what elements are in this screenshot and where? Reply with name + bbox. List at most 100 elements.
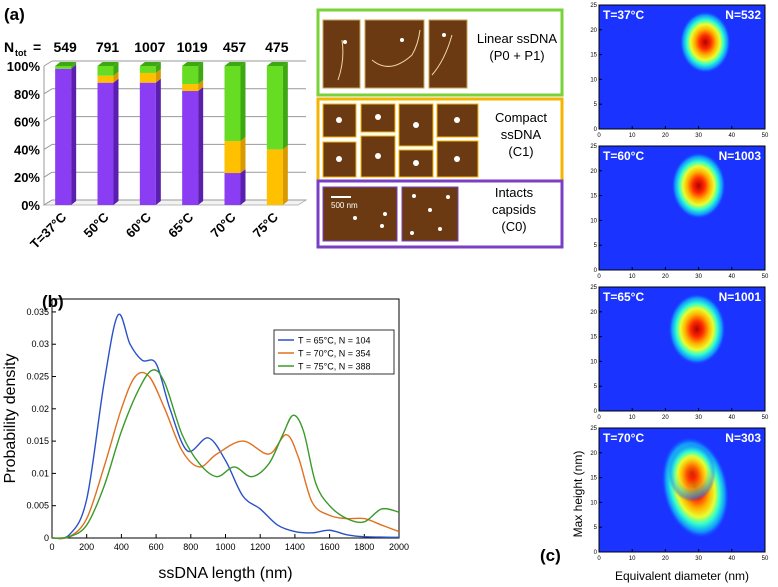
legend-capsid-line3: (C0) (501, 219, 526, 234)
grid-diag (43, 171, 53, 178)
legend-compact-line2: ssDNA (501, 127, 542, 142)
bar-top (97, 62, 119, 66)
y-tick-label: 15 (590, 53, 597, 59)
y-tick-label: 10 (590, 500, 597, 506)
y-tick-label: 0.005 (26, 501, 49, 511)
heatmap-n-label: N=1003 (719, 149, 762, 163)
heatmap-n-label: N=303 (725, 431, 761, 445)
legend-entry: T = 65°C, N = 104 (298, 336, 370, 346)
bar-segment (97, 82, 114, 205)
x-tick-label: 40 (728, 415, 735, 421)
x-tick-label: 800 (183, 542, 198, 552)
bar-segment (182, 84, 199, 92)
y-tick-label: 20% (14, 170, 40, 185)
bar-top (266, 62, 288, 66)
legend-linear-line1: Linear ssDNA (477, 31, 558, 46)
ntot-value: 1019 (177, 39, 208, 55)
legend-compact-box: Compact ssDNA (C1) (316, 97, 564, 184)
x-tick-label: 50 (762, 415, 769, 421)
series-line (51, 369, 400, 539)
x-tick-label: 0 (49, 542, 54, 552)
panel-label-a: (a) (4, 5, 25, 24)
y-tick-label: 15 (590, 335, 597, 341)
bar-segment (224, 66, 241, 142)
ntot-label: N (4, 39, 14, 55)
bar-segment (97, 75, 114, 83)
x-tick-label: 2000 (389, 542, 409, 552)
x-tick-label: 20 (662, 133, 669, 139)
x-tick-label: 1400 (285, 542, 305, 552)
bar-segment (55, 68, 72, 205)
heatmap-background (599, 5, 765, 129)
x-tick-label: T=37°C (27, 209, 70, 252)
x-tick-label: 1200 (250, 542, 270, 552)
heatmap-frame (598, 4, 766, 130)
bar-segment (182, 66, 199, 85)
ntot-row-label: N tot = (4, 39, 41, 58)
x-tick-label: 10 (629, 415, 636, 421)
legend-capsid-line1: Intacts (495, 185, 534, 200)
bar-side (155, 68, 161, 83)
y-tick-label: 0 (594, 409, 598, 415)
line-chart: 0 200 400 600 800 1000 1200 1400 1600 1800 2000 0 0.… (2, 298, 409, 582)
x-tick-label: 0 (597, 415, 601, 421)
x-tick-label: 40 (728, 274, 735, 280)
bar-segment (55, 66, 72, 69)
grid-diag (43, 143, 53, 150)
grid-diag (43, 60, 53, 67)
x-axis-label: ssDNA length (nm) (158, 565, 292, 582)
y-tick-label: 10 (590, 77, 597, 83)
grid-diag (43, 199, 53, 206)
bar-side (240, 169, 246, 205)
x-tick-label: 20 (662, 415, 669, 421)
bar-side (282, 145, 288, 205)
x-tick-label: 1000 (215, 542, 235, 552)
y-axis-label: Probability density (2, 354, 19, 484)
heatmap-frame (598, 286, 766, 412)
bar-top (139, 62, 161, 66)
heatmap-hotspot (671, 152, 726, 220)
y-tick-label: 0 (594, 127, 598, 133)
bar-side (113, 62, 119, 76)
x-tick-label: 50 (762, 556, 769, 562)
panel-label-c: (c) (540, 546, 561, 565)
heatmap-temp-label: T=65°C (603, 290, 644, 304)
x-tick-label: 200 (79, 542, 94, 552)
heatmap-n-label: N=532 (725, 8, 761, 22)
legend-linear-box: Linear ssDNA (P0 + P1) (316, 8, 564, 97)
y-tick-label: 25 (590, 144, 597, 150)
x-axis-label: Equivalent diameter (nm) (615, 569, 749, 583)
y-axis-label: Max height (nm) (571, 451, 585, 538)
heatmap-hotspot (679, 11, 731, 74)
bar-segment (139, 82, 156, 205)
x-tick-label: 30 (695, 415, 702, 421)
y-tick-label: 10 (590, 359, 597, 365)
bar-side (155, 62, 161, 73)
y-tick-label: 0 (44, 533, 49, 543)
y-tick-label: 80% (14, 87, 40, 102)
bar-segment (224, 141, 241, 174)
y-tick-label: 20 (590, 28, 597, 34)
y-tick-label: 0.025 (26, 372, 49, 382)
y-tick-label: 25 (590, 285, 597, 291)
ntot-value: 457 (223, 39, 247, 55)
bar-side (282, 62, 288, 150)
x-tick-label: 30 (695, 274, 702, 280)
heatmap-temp-label: T=70°C (603, 431, 644, 445)
y-tick-label: 20 (590, 310, 597, 316)
bar-side (198, 62, 204, 85)
y-tick-label: 0.015 (26, 436, 49, 446)
x-tick-label: 0 (597, 133, 601, 139)
y-tick-label: 25 (590, 3, 597, 9)
y-tick-label: 15 (590, 476, 597, 482)
bar-side (240, 62, 246, 142)
heatmap-temp-label: T=60°C (603, 149, 644, 163)
bar-top (224, 62, 246, 66)
grid-diag (43, 116, 53, 123)
y-tick-label: 0 (594, 550, 598, 556)
x-tick-label: 40 (728, 556, 735, 562)
x-tick-label: 65°C (165, 209, 197, 241)
y-tick-label: 0.03 (31, 339, 49, 349)
bar-side (71, 64, 77, 205)
